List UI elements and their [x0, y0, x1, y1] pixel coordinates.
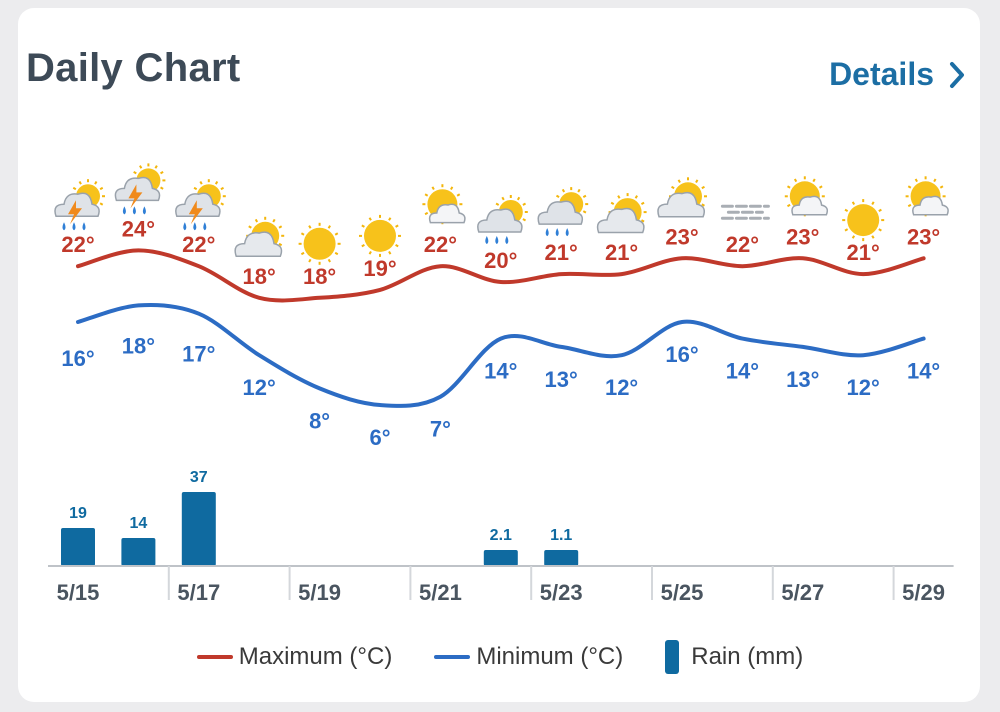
rain-shower-icon — [477, 195, 528, 244]
mostly-sunny-icon — [784, 176, 829, 217]
max-temp-label: 22° — [182, 232, 215, 257]
x-tick-label: 5/21 — [419, 580, 462, 605]
legend-item-maximum: Maximum (°C) — [196, 643, 393, 671]
rain-bar — [181, 492, 216, 566]
min-temp-label: 13° — [786, 367, 819, 392]
min-temp-label: 12° — [243, 375, 276, 400]
sunny-icon — [842, 199, 885, 242]
min-temp-label: 12° — [605, 375, 638, 400]
min-temp-label: 16° — [665, 342, 698, 367]
page-title: Daily Chart — [26, 46, 241, 90]
rain-value-label: 1.1 — [550, 527, 572, 544]
details-label: Details — [829, 56, 934, 92]
max-temp-label: 23° — [665, 224, 698, 249]
x-tick-label: 5/25 — [661, 580, 704, 605]
min-temp-label: 8° — [309, 408, 330, 433]
mostly-sunny-icon — [905, 176, 949, 217]
max-temp-line — [76, 248, 926, 303]
legend-label-minimum: Minimum (°C) — [476, 643, 624, 670]
rain-value-label: 19 — [69, 505, 87, 522]
min-temp-label: 16° — [61, 346, 94, 371]
daily-chart-card — [18, 8, 980, 702]
rain-shower-icon — [537, 187, 589, 237]
legend-item-minimum: Minimum (°C) — [408, 643, 623, 671]
min-temp-label: 18° — [122, 333, 155, 358]
min-temp-label: 14° — [484, 359, 517, 384]
min-temp-label: 7° — [430, 417, 451, 442]
rain-bar — [483, 550, 518, 566]
max-temp-label: 24° — [122, 216, 155, 241]
min-temp-label: 6° — [369, 425, 390, 450]
partly-cloudy-icon — [596, 193, 647, 234]
max-temp-label: 19° — [363, 256, 396, 281]
min-temp-label: 14° — [726, 359, 759, 384]
max-temp-label: 22° — [61, 232, 94, 257]
max-temp-label: 22° — [424, 232, 457, 257]
fog-icon — [720, 204, 770, 220]
thunderstorm-icon — [175, 179, 226, 231]
max-temp-label: 18° — [243, 264, 276, 289]
partly-cloudy-icon — [657, 177, 707, 218]
rain-bar — [121, 538, 156, 566]
daily-chart: 22° 24° 22° 18° 18° 19° 22° 20° 21° 21° 23° 22° 23° 2… — [48, 163, 954, 605]
max-temp-label: 23° — [786, 224, 819, 249]
mostly-sunny-icon — [422, 184, 466, 225]
max-temp-label: 22° — [726, 232, 759, 257]
x-tick-label: 5/19 — [298, 580, 341, 605]
legend-label-maximum: Maximum (°C) — [238, 643, 393, 670]
sunny-icon — [298, 222, 341, 265]
chevron-right-icon — [950, 61, 964, 88]
max-temp-label: 21° — [847, 240, 880, 265]
rain-bar — [61, 528, 95, 566]
max-temp-label: 21° — [605, 240, 638, 265]
max-temp-label: 23° — [907, 224, 940, 249]
partly-cloudy-icon — [234, 216, 285, 257]
max-temp-label: 21° — [545, 240, 578, 265]
rain-value-label: 37 — [190, 469, 208, 486]
legend-item-rain: Rain (mm) — [639, 640, 803, 674]
legend-swatch-maximum — [196, 655, 233, 659]
max-temp-label: 20° — [484, 248, 517, 273]
min-temp-label: 17° — [182, 342, 215, 367]
thunderstorm-icon — [114, 163, 166, 215]
x-tick-label: 5/27 — [781, 580, 824, 605]
min-temp-label: 13° — [545, 367, 578, 392]
thunderstorm-icon — [54, 179, 105, 231]
x-tick-label: 5/17 — [177, 580, 220, 605]
x-tick-label: 5/29 — [902, 580, 945, 605]
chart-legend: Maximum (°C) Minimum (°C) Rain (mm) — [0, 640, 1000, 674]
x-tick-label: 5/15 — [57, 580, 100, 605]
legend-swatch-minimum — [434, 655, 471, 659]
rain-value-label: 14 — [130, 515, 148, 532]
min-temp-label: 14° — [907, 359, 940, 384]
rain-bar — [544, 550, 579, 566]
sunny-icon — [359, 214, 401, 257]
legend-swatch-rain — [665, 640, 680, 674]
min-temp-label: 12° — [847, 375, 880, 400]
legend-label-rain: Rain (mm) — [691, 643, 804, 670]
min-temp-line — [76, 302, 926, 408]
x-tick-label: 5/23 — [540, 580, 583, 605]
max-temp-label: 18° — [303, 264, 336, 289]
details-link[interactable]: Details — [829, 56, 966, 93]
rain-value-label: 2.1 — [490, 527, 512, 544]
